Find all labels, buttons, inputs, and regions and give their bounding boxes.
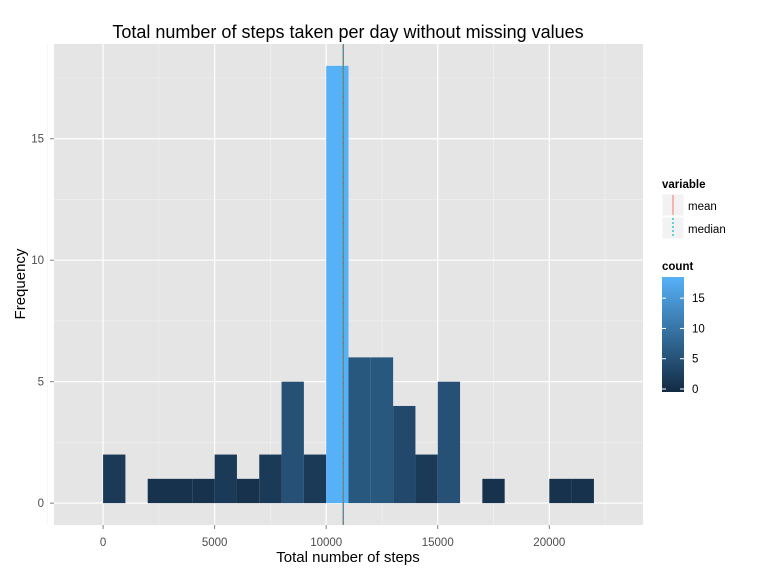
colorbar-tick-label: 5 [692, 354, 698, 366]
histogram-bar [259, 454, 282, 504]
colorbar-tick-label: 15 [692, 293, 705, 305]
histogram-bar [326, 65, 349, 504]
histogram-bar [393, 405, 416, 504]
y-tick-label: 10 [31, 255, 44, 267]
histogram-bar [281, 381, 304, 504]
legend-count: count 0 5 10 15 [662, 261, 705, 396]
y-axis-title: Frequency [12, 248, 29, 319]
histogram-bar [170, 478, 193, 504]
histogram-bar [103, 454, 126, 504]
colorbar-tick-label: 10 [692, 323, 705, 335]
histogram-bar [415, 454, 438, 504]
y-tick-label: 15 [31, 134, 44, 146]
x-tick-label: 15000 [422, 537, 454, 549]
legend-variable: variable mean median [661, 179, 726, 240]
legend-mean-label: mean [688, 201, 717, 213]
legend-variable-title: variable [662, 179, 705, 191]
histogram-bar [571, 478, 594, 504]
x-axis-title: Total number of steps [276, 549, 419, 566]
colorbar-tick-label: 0 [692, 384, 698, 396]
y-axis-ticks: 0 5 10 15 [31, 134, 54, 510]
histogram-bar [370, 357, 394, 504]
chart-title: Total number of steps taken per day with… [112, 22, 583, 42]
y-tick-label: 5 [38, 377, 44, 389]
colorbar [662, 277, 684, 392]
y-tick-label: 0 [38, 498, 44, 510]
histogram-bar [348, 357, 371, 504]
colorbar-ticks: 0 5 10 15 [662, 293, 705, 396]
histogram-bar [549, 478, 572, 504]
x-tick-label: 10000 [310, 537, 342, 549]
x-tick-label: 20000 [533, 537, 565, 549]
x-tick-label: 5000 [202, 537, 228, 549]
histogram-bar [303, 454, 327, 504]
histogram-bar [214, 454, 237, 504]
histogram-bar [192, 478, 215, 504]
x-tick-label: 0 [100, 537, 106, 549]
histogram-bar [236, 478, 260, 504]
histogram-bar [147, 478, 171, 504]
x-axis-ticks: 0 5000 10000 15000 20000 [100, 525, 565, 549]
legend-count-title: count [662, 261, 693, 273]
legend-median-label: median [688, 224, 726, 236]
histogram-bar [482, 478, 505, 504]
histogram-bar [437, 381, 461, 504]
